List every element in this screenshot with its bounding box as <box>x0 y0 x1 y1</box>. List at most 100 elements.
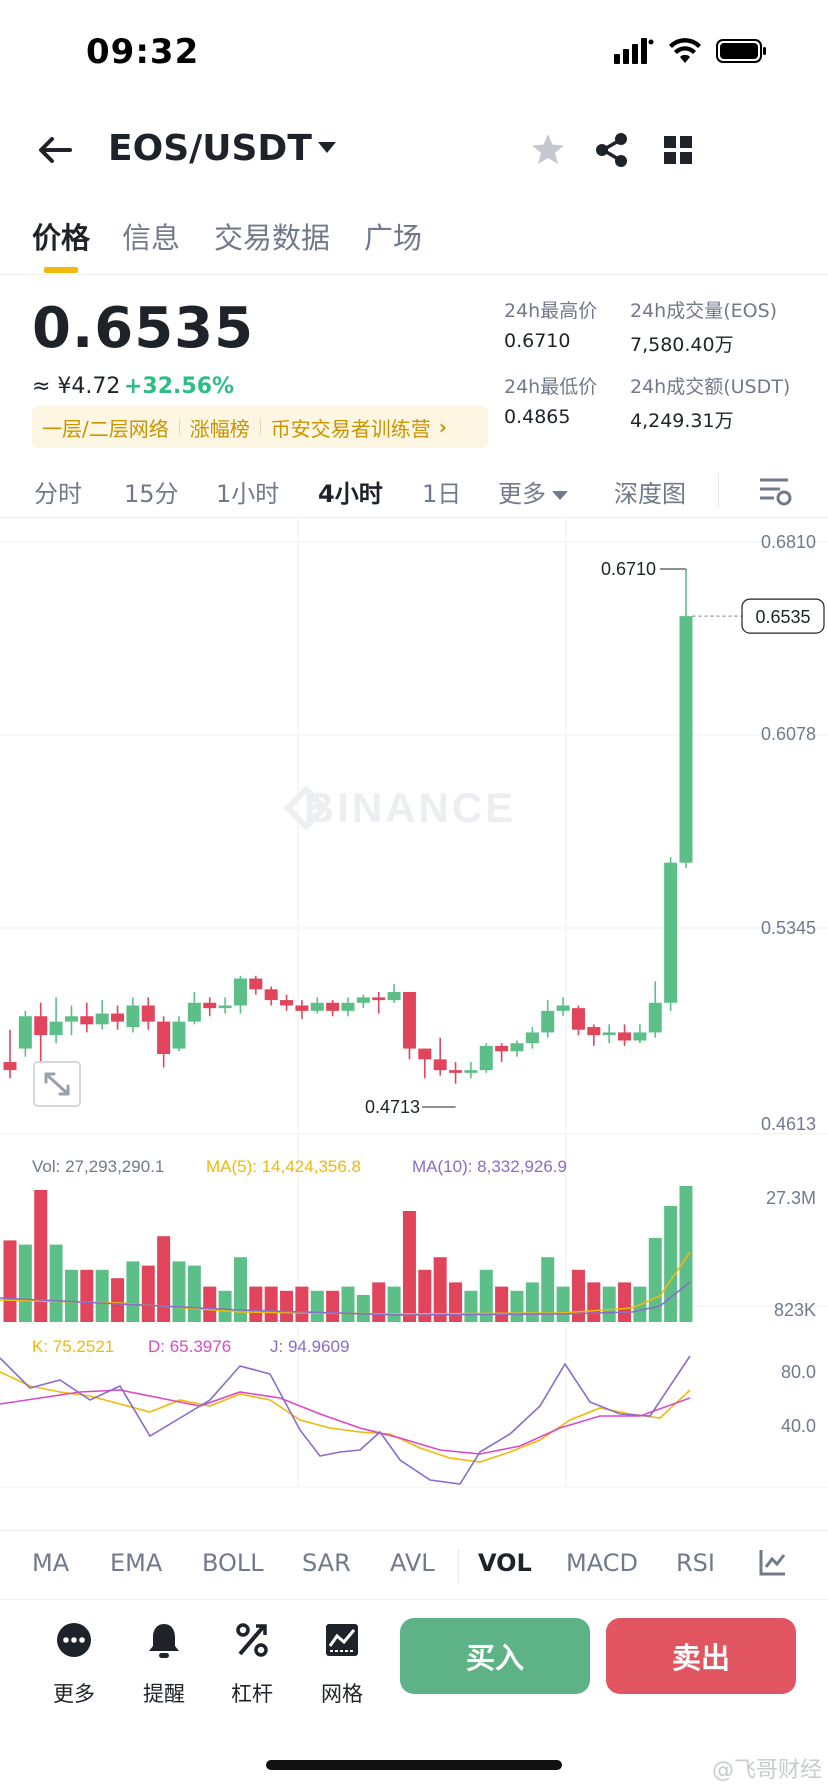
candle-body <box>295 1005 309 1011</box>
indicator-macd[interactable]: MACD <box>566 1549 638 1577</box>
candle-body <box>479 1045 493 1071</box>
wifi-icon <box>669 38 701 63</box>
candle-body <box>3 1062 17 1071</box>
action-leverage-label: 杠杆 <box>231 1682 273 1706</box>
caret-down-icon <box>552 490 568 500</box>
action-more-label: 更多 <box>53 1682 95 1706</box>
action-more[interactable]: 更多 <box>34 1620 114 1708</box>
volume-bar <box>587 1282 601 1322</box>
battery-icon <box>716 39 766 63</box>
volume-bar <box>648 1238 662 1322</box>
y-tick-label: 0.4613 <box>761 1114 816 1134</box>
active-tab-underline <box>44 267 78 273</box>
share-icon[interactable] <box>590 128 634 172</box>
volume-bar <box>280 1290 294 1322</box>
volume-tick-label: 823K <box>774 1300 816 1320</box>
indicator-ema[interactable]: EMA <box>110 1549 163 1577</box>
volume-bar <box>541 1257 555 1322</box>
indicator-vol[interactable]: VOL <box>478 1549 532 1577</box>
candle-body <box>648 1002 662 1033</box>
tab-trading-data[interactable]: 交易数据 <box>214 221 331 255</box>
tag-layer-network[interactable]: 一层/二层网络 <box>42 416 169 441</box>
pair-title[interactable]: EOS/USDT <box>108 128 312 169</box>
volume-bar <box>341 1286 355 1322</box>
candle-body <box>587 1027 601 1036</box>
volume-bar <box>249 1286 263 1322</box>
chevron-right-icon[interactable]: › <box>438 415 447 439</box>
candle-body <box>233 978 247 1006</box>
action-leverage[interactable]: 杠杆 <box>212 1620 292 1708</box>
y-tick-label: 0.6078 <box>761 724 816 744</box>
candle-body <box>187 1002 201 1022</box>
y-tick-label: 0.6810 <box>761 532 816 552</box>
tab-price[interactable]: 价格 <box>32 221 91 255</box>
kdj-tick-label: 40.0 <box>781 1416 816 1436</box>
chart-settings-icon[interactable] <box>756 470 792 510</box>
interval-4h[interactable]: 4小时 <box>318 480 383 508</box>
interval-1d[interactable]: 1日 <box>422 480 462 508</box>
volume-bar <box>571 1269 585 1322</box>
back-arrow-icon[interactable] <box>32 128 76 172</box>
sell-button[interactable]: 卖出 <box>606 1618 796 1694</box>
home-indicator <box>266 1760 562 1770</box>
interval-depth[interactable]: 深度图 <box>614 480 686 508</box>
interval-15m[interactable]: 15分 <box>124 480 179 508</box>
volume-bar <box>449 1282 463 1322</box>
interval-more[interactable]: 更多 <box>498 474 568 509</box>
price-change-percent: +32.56% <box>124 374 235 399</box>
tag-trader-camp[interactable]: 币安交易者训练营 <box>270 416 431 441</box>
volume-bar <box>664 1206 678 1322</box>
interval-1h[interactable]: 1小时 <box>216 480 280 508</box>
interval-divider <box>718 474 719 508</box>
candle-body <box>541 1010 555 1033</box>
candle-body <box>218 1005 232 1009</box>
grid-layout-icon[interactable] <box>656 128 700 172</box>
action-grid-label: 网格 <box>321 1682 363 1706</box>
volume-bar <box>95 1269 109 1322</box>
low-24h-value: 0.4865 <box>504 406 571 428</box>
candle-body <box>326 1002 340 1011</box>
candle-body <box>157 1021 171 1054</box>
candle-body <box>387 991 401 1001</box>
volume-bar <box>479 1269 493 1322</box>
interval-timeline[interactable]: 分时 <box>34 480 82 508</box>
pair-dropdown-caret-icon[interactable] <box>318 142 336 153</box>
volume-bar <box>618 1282 632 1322</box>
bell-icon <box>149 1624 179 1658</box>
candle-body <box>402 991 416 1049</box>
volume-bar <box>326 1290 340 1322</box>
action-alert[interactable]: 提醒 <box>124 1620 204 1708</box>
indicator-rsi[interactable]: RSI <box>676 1549 715 1577</box>
candle-body <box>525 1032 539 1044</box>
volume-bar <box>372 1282 386 1322</box>
candle-body <box>556 1005 570 1011</box>
candle-body <box>571 1008 585 1030</box>
candle-body <box>310 1002 324 1011</box>
volume-bar <box>172 1261 186 1322</box>
volume-bar <box>464 1290 478 1322</box>
kdj-k-line <box>0 1371 691 1463</box>
indicator-ma[interactable]: MA <box>32 1549 70 1577</box>
indicator-sar[interactable]: SAR <box>302 1549 351 1577</box>
tag-gainers[interactable]: 涨幅榜 <box>189 416 250 441</box>
candle-body <box>664 862 678 1003</box>
star-favorite-icon[interactable] <box>526 128 570 172</box>
volume-bar <box>356 1295 370 1322</box>
indicator-settings-icon[interactable] <box>758 1547 788 1577</box>
candle-body <box>495 1045 509 1052</box>
expand-chart-icon[interactable] <box>33 1061 81 1107</box>
volume-bar <box>418 1269 432 1322</box>
tab-square[interactable]: 广场 <box>364 221 423 255</box>
volume-quote-label: 24h成交额(USDT) <box>630 376 791 398</box>
buy-button[interactable]: 买入 <box>400 1618 590 1694</box>
indicator-boll[interactable]: BOLL <box>202 1549 264 1577</box>
tab-info[interactable]: 信息 <box>122 221 181 255</box>
indicator-avl[interactable]: AVL <box>390 1549 435 1577</box>
low-annotation-label: 0.4713 <box>365 1097 420 1117</box>
volume-quote-value: 4,249.31万 <box>630 410 734 432</box>
volume-ma5-label: MA(5): 14,424,356.8 <box>206 1157 361 1176</box>
action-grid[interactable]: 网格 <box>302 1620 382 1708</box>
high-24h-label: 24h最高价 <box>504 300 598 322</box>
tag-divider <box>259 419 261 435</box>
